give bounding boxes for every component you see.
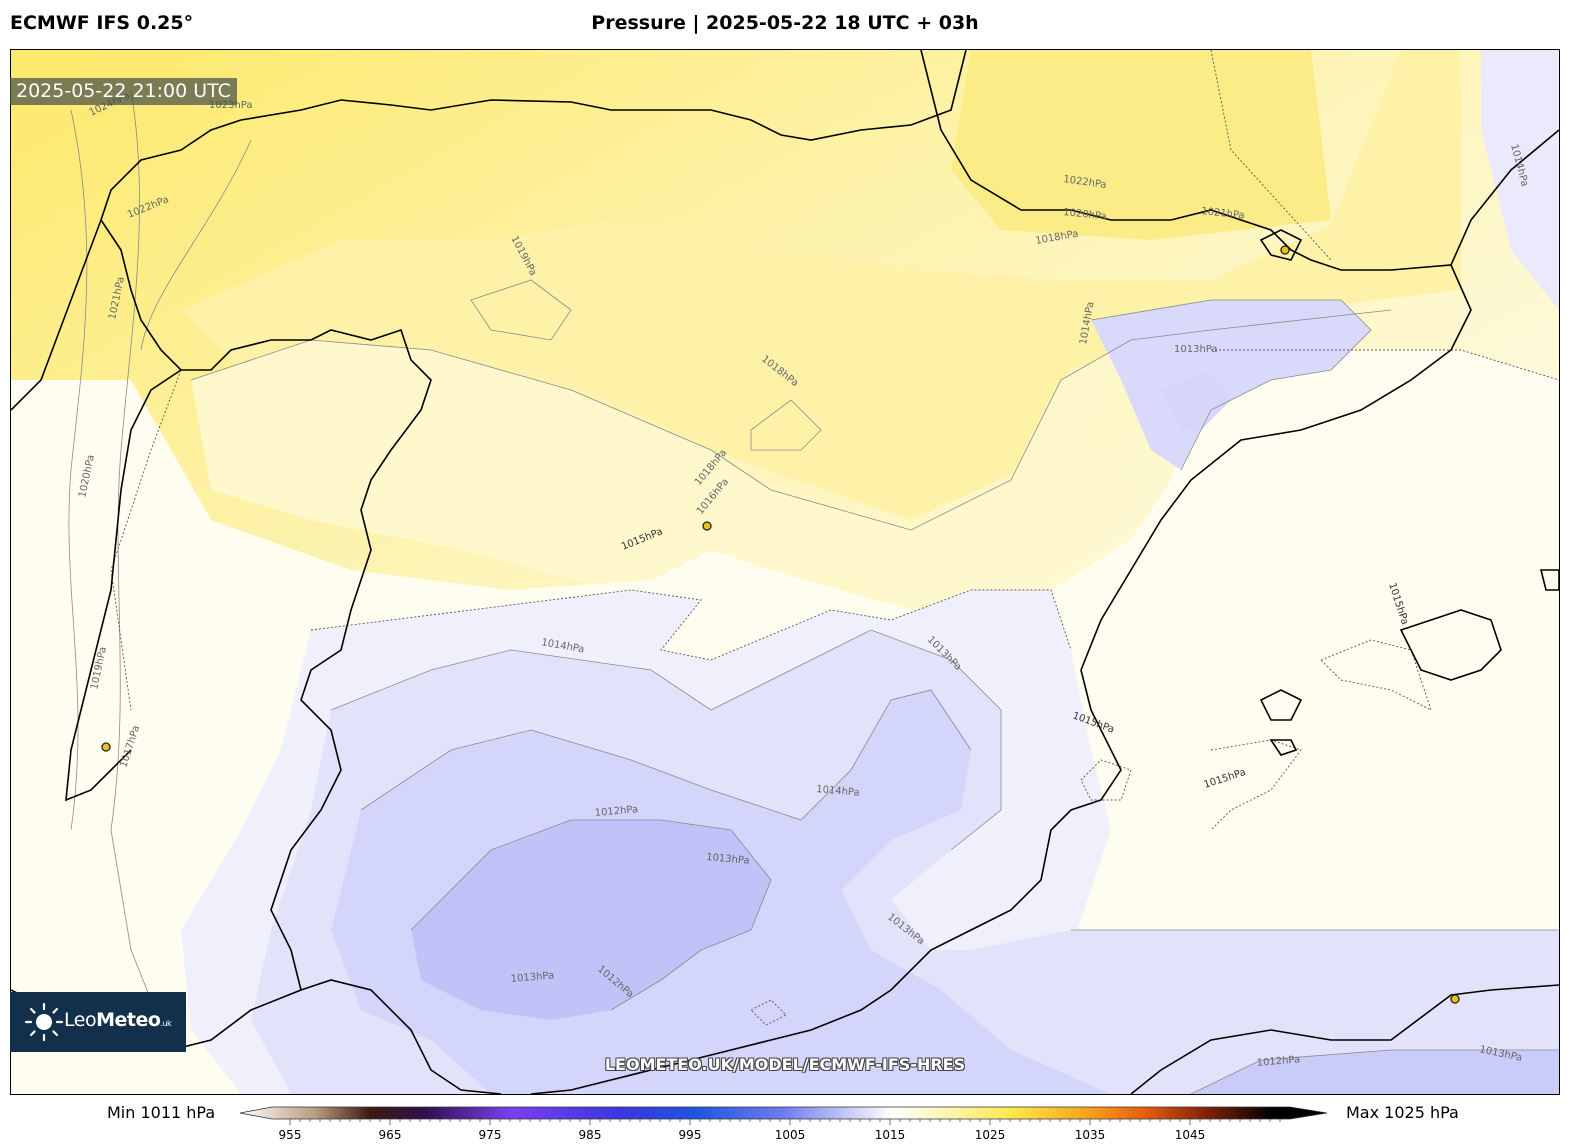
colorbar-min-label: Min 1011 hPa [107, 1103, 216, 1122]
coastline [11, 50, 1559, 1094]
colorbar-tick-label: 1015 [875, 1128, 906, 1142]
colorbar-tick-label: 955 [279, 1128, 302, 1142]
isobar-label: 1012hPa [594, 804, 638, 819]
chart-title: Pressure | 2025-05-22 18 UTC + 03h [591, 12, 979, 34]
colorbar-tick-label: 1025 [975, 1128, 1006, 1142]
isobar-lines [68, 89, 1559, 1094]
pressure-band-1020 [181, 50, 1461, 520]
colorbar-tick-label: 1045 [1175, 1128, 1206, 1142]
colorbar-tick-label: 985 [579, 1128, 602, 1142]
colorbar-tick-label: 1005 [775, 1128, 806, 1142]
city-marker[interactable] [101, 742, 111, 752]
colorbar-ticks: 955 965 975 985 995 1005 1015 1025 1035 1045 [279, 1119, 1281, 1142]
isobar-label: 1021hPa [1201, 206, 1245, 221]
colorbar-tick-label: 965 [379, 1128, 402, 1142]
city-marker[interactable] [1280, 245, 1290, 255]
pressure-band-1022 [11, 50, 1331, 240]
colorbar-scale [240, 1106, 1328, 1120]
isobar-label: 1020hPa [1063, 207, 1107, 222]
low-pressure-pocket-east [1161, 370, 1231, 430]
city-marker[interactable] [702, 521, 712, 531]
low-pressure-pocket-east-strip [1481, 50, 1559, 310]
colorbar-tick-label: 995 [679, 1128, 702, 1142]
isobar-label: 1023hPa [209, 100, 253, 111]
low-pressure-pocket-north [1091, 300, 1371, 470]
city-marker[interactable] [1450, 994, 1460, 1004]
leometeo-logo[interactable]: LeoMeteo.uk [10, 992, 186, 1052]
pressure-map[interactable]: 1024hPa 1023hPa 1022hPa 1021hPa 1020hPa … [10, 49, 1560, 1095]
sun-icon [24, 1002, 64, 1042]
valid-time-badge: 2025-05-22 21:00 UTC [10, 78, 237, 105]
map-canvas: 1024hPa 1023hPa 1022hPa 1021hPa 1020hPa … [11, 50, 1559, 1094]
logo-text: LeoMeteo.uk [64, 1009, 172, 1031]
colorbar: 955 965 975 985 995 1005 1015 1025 1035 1045 [240, 1106, 1328, 1142]
colorbar-tick-label: 1035 [1075, 1128, 1106, 1142]
pressure-band-1012 [411, 820, 771, 1020]
isobar-label: 1013hPa [706, 852, 750, 867]
low-pressure-pocket-south [1191, 1050, 1559, 1094]
isobar-label: 1013hPa [510, 970, 554, 985]
city-markers [101, 245, 1460, 1004]
colorbar-max-label: Max 1025 hPa [1346, 1103, 1459, 1122]
isobar-1015-lines [110, 50, 1559, 1026]
isobar-label: 1014hPa [816, 784, 860, 799]
isobar-label: 1012hPa [1256, 1054, 1300, 1069]
colorbar-tick-label: 975 [479, 1128, 502, 1142]
watermark-url: LEOMETEO.UK/MODEL/ECMWF-IFS-HRES [604, 1055, 966, 1074]
isobar-label: 1013hPa [1174, 344, 1218, 355]
model-name: ECMWF IFS 0.25° [10, 12, 194, 34]
